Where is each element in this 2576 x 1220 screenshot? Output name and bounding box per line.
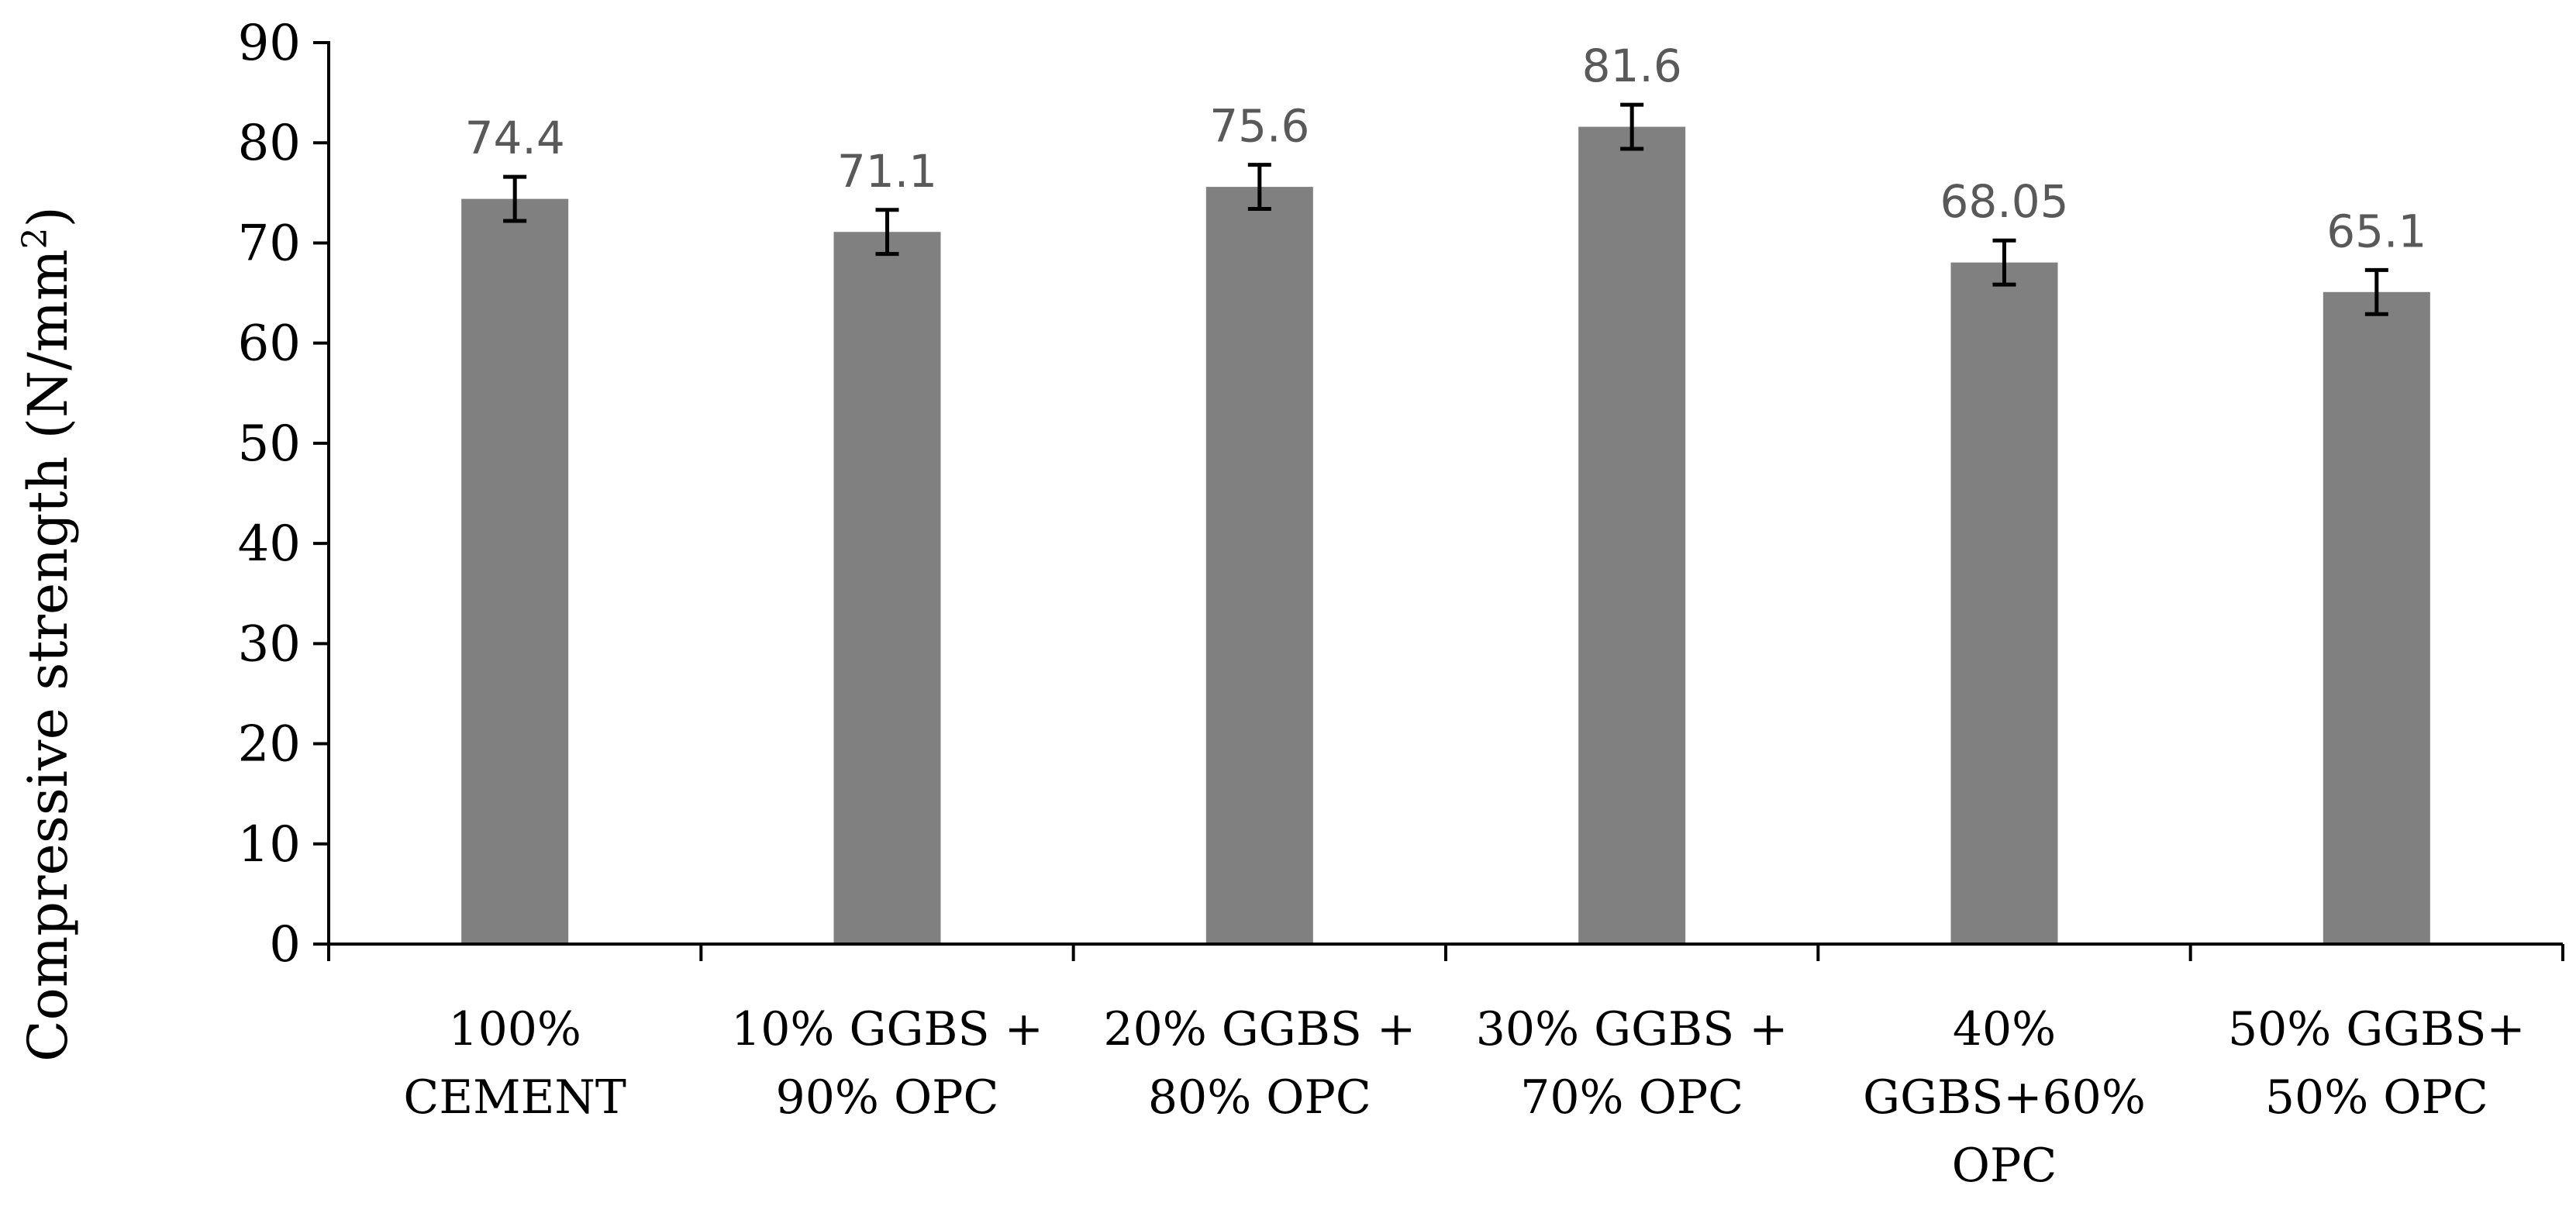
y-tick-label: 70 — [238, 215, 301, 272]
axes — [327, 41, 2563, 946]
error-bar — [875, 208, 899, 257]
data-label: 65.1 — [2326, 205, 2426, 257]
data-label: 81.6 — [1582, 40, 1682, 92]
category-label: 50% GGBS+ 50% OPC — [2228, 1002, 2526, 1125]
category-label-line: 80% OPC — [1148, 1070, 1371, 1125]
y-tick-label: 40 — [238, 515, 301, 573]
category-label-line: CEMENT — [403, 1070, 626, 1125]
y-tick-label: 0 — [269, 916, 301, 974]
category-label: 20% GGBS + 80% OPC — [1103, 1002, 1416, 1125]
category-label-line: GGBS+60% — [1863, 1070, 2146, 1125]
error-bar — [1992, 238, 2016, 287]
error-bar — [1620, 102, 1644, 151]
data-label: 75.6 — [1209, 100, 1309, 153]
category-label: 30% GGBS + 70% OPC — [1476, 1002, 1788, 1125]
y-tick-label: 90 — [238, 15, 301, 72]
error-bar — [503, 174, 527, 223]
category-label-line: 90% OPC — [776, 1070, 999, 1125]
category-label-line: 50% OPC — [2265, 1070, 2488, 1125]
category-label-line: OPC — [1952, 1139, 2057, 1193]
y-axis-title-group: Compressive strength (N/mm2) — [16, 206, 80, 1062]
bars — [461, 126, 2430, 945]
category-label-line: 30% GGBS + — [1476, 1002, 1788, 1056]
y-tick-label: 60 — [238, 315, 301, 373]
y-tick-label: 30 — [238, 615, 301, 673]
data-label: 74.4 — [465, 112, 565, 164]
y-axis-title-text: Compressive strength (N/mm — [16, 249, 80, 1061]
error-bar — [2364, 267, 2388, 316]
category-label: 40% GGBS+60% OPC — [1863, 1002, 2146, 1193]
y-axis-title-suffix: ) — [16, 206, 80, 227]
data-label: 71.1 — [837, 145, 937, 198]
data-labels: 74.4 71.1 75.6 81.6 68.05 65.1 — [465, 40, 2427, 257]
y-axis-title: Compressive strength (N/mm2) — [16, 206, 80, 1062]
category-label-line: 50% GGBS+ — [2228, 1002, 2526, 1056]
bar — [2323, 291, 2430, 945]
category-label-line: 70% OPC — [1520, 1070, 1743, 1125]
bar — [833, 232, 941, 945]
category-label: 10% GGBS + 90% OPC — [731, 1002, 1043, 1125]
error-bars — [503, 102, 2388, 316]
data-label: 68.05 — [1940, 175, 2068, 228]
bar — [1950, 262, 2058, 944]
bar — [1205, 187, 1313, 944]
x-ticks — [327, 944, 2564, 961]
bar — [1578, 126, 1686, 945]
category-label-line: 10% GGBS + — [731, 1002, 1043, 1056]
category-label-line: 100% — [448, 1002, 581, 1056]
category-label-line: 40% — [1953, 1002, 2056, 1056]
category-label-line: 20% GGBS + — [1103, 1002, 1416, 1056]
y-tick-label: 20 — [238, 716, 301, 774]
y-ticks: 0 10 20 30 40 50 60 70 80 90 — [238, 15, 329, 974]
bar — [461, 198, 569, 944]
category-label: 100% CEMENT — [403, 1002, 626, 1125]
error-bar — [1247, 163, 1271, 212]
y-tick-label: 50 — [238, 415, 301, 473]
y-tick-label: 80 — [238, 115, 301, 172]
y-axis-title-superscript: 2 — [16, 227, 55, 249]
category-labels: 100% CEMENT 10% GGBS + 90% OPC 20% GGBS + 80%… — [403, 1002, 2525, 1193]
y-tick-label: 10 — [238, 816, 301, 874]
